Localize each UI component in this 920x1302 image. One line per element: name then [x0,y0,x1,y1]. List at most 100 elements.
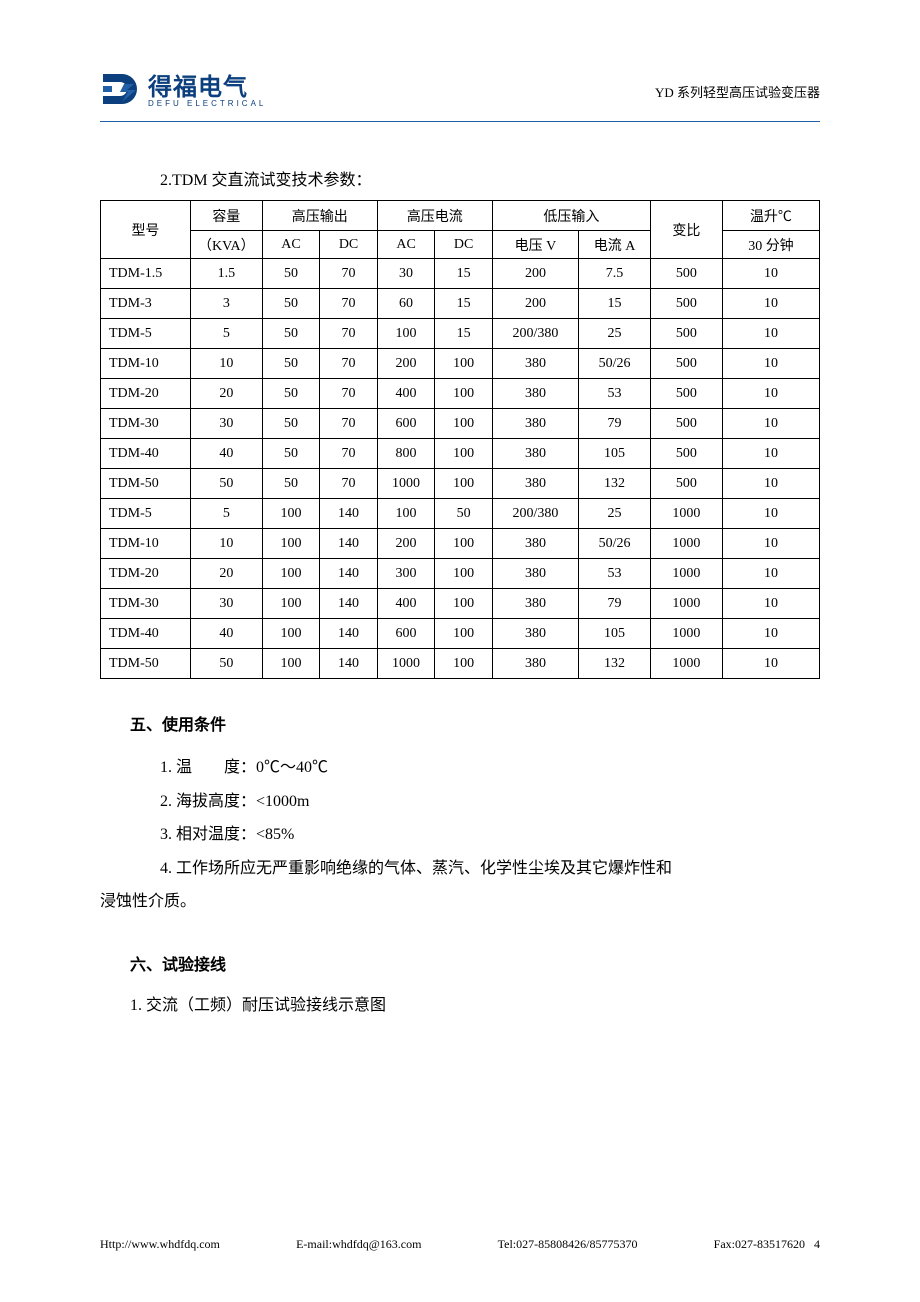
table-cell: TDM-3 [101,289,191,319]
table-cell: TDM-30 [101,589,191,619]
table-cell: 30 [190,409,262,439]
table-cell: 300 [377,559,435,589]
table-cell: 10 [722,649,819,679]
th-capacity: 容量 [190,201,262,231]
table-cell: 3 [190,289,262,319]
table-cell: 10 [190,349,262,379]
table-cell: 10 [722,469,819,499]
table-cell: 25 [579,499,651,529]
table-cell: 200 [377,349,435,379]
table-cell: 100 [377,499,435,529]
table-cell: 140 [320,559,378,589]
cond-item: 1. 温 度：0℃～40℃ [160,751,820,785]
table-cell: 100 [435,529,493,559]
table-cell: 40 [190,439,262,469]
th-hv-cur: 高压电流 [377,201,492,231]
table-cell: 500 [650,259,722,289]
table-cell: 1000 [650,589,722,619]
table-cell: 70 [320,439,378,469]
logo-icon [100,72,140,111]
table-cell: 15 [435,319,493,349]
footer-fax: Fax:027-83517620 [714,1237,805,1251]
table-cell: 1000 [650,529,722,559]
table-cell: 500 [650,409,722,439]
table-cell: 380 [492,559,578,589]
th-hv-out: 高压输出 [262,201,377,231]
table-cell: 53 [579,379,651,409]
table-cell: TDM-10 [101,529,191,559]
table-cell: 1000 [650,649,722,679]
table-cell: 132 [579,649,651,679]
table-cell: 200/380 [492,319,578,349]
table-row: TDM-1010507020010038050/2650010 [101,349,820,379]
table-cell: 1000 [377,649,435,679]
table-cell: 105 [579,439,651,469]
table-cell: 1000 [377,469,435,499]
table-cell: 100 [435,589,493,619]
table-cell: TDM-40 [101,619,191,649]
table-cell: 100 [435,619,493,649]
table-cell: 100 [435,439,493,469]
table-cell: 140 [320,589,378,619]
th-lv-cur: 电流 A [579,231,651,259]
table-row: TDM-1.51.5507030152007.550010 [101,259,820,289]
table-cell: 30 [190,589,262,619]
table-cell: 50 [262,349,320,379]
th-hv-cur-dc: DC [435,231,493,259]
th-hv-cur-ac: AC [377,231,435,259]
footer-page: 4 [814,1237,820,1251]
table-cell: 40 [190,619,262,649]
table-cell: TDM-5 [101,319,191,349]
table-cell: 50/26 [579,529,651,559]
table-cell: 70 [320,469,378,499]
table-cell: 79 [579,589,651,619]
table-row: TDM-33507060152001550010 [101,289,820,319]
table-cell: 10 [722,559,819,589]
table-cell: 10 [722,319,819,349]
table-cell: 1.5 [190,259,262,289]
table-cell: 380 [492,619,578,649]
table-cell: 380 [492,409,578,439]
table-cell: 200 [492,289,578,319]
table-cell: 50 [262,439,320,469]
table-cell: 200 [377,529,435,559]
th-temp-sub: 30 分钟 [722,231,819,259]
table-cell: 380 [492,379,578,409]
table-cell: 100 [435,349,493,379]
table-row: TDM-55507010015200/3802550010 [101,319,820,349]
table-row: TDM-202010014030010038053100010 [101,559,820,589]
section6-sub: 1. 交流（工频）耐压试验接线示意图 [130,991,820,1015]
th-lv-volt: 电压 V [492,231,578,259]
table-cell: 70 [320,349,378,379]
table-cell: 100 [262,559,320,589]
table-cell: 10 [722,349,819,379]
table-cell: 50 [262,469,320,499]
logo-name: 得福电气 [148,75,266,100]
table-cell: TDM-50 [101,649,191,679]
footer-tel: Tel:027-85808426/85775370 [498,1237,638,1252]
table-row: TDM-4040100140600100380105100010 [101,619,820,649]
table-cell: 30 [377,259,435,289]
table-row: TDM-202050704001003805350010 [101,379,820,409]
table-cell: 50/26 [579,349,651,379]
table-cell: 50 [262,259,320,289]
table-cell: 500 [650,469,722,499]
table-cell: 50 [190,649,262,679]
section6-heading: 六、试验接线 [130,951,820,975]
th-hv-out-ac: AC [262,231,320,259]
table-cell: 70 [320,409,378,439]
doc-title: YD 系列轻型高压试验变压器 [655,82,820,101]
table-cell: 5 [190,319,262,349]
logo-block: 得福电气 DEFU ELECTRICAL [100,72,266,111]
table-cell: 20 [190,379,262,409]
th-temp: 温升℃ [722,201,819,231]
page-footer: Http://www.whdfdq.com E-mail:whdfdq@163.… [100,1237,820,1252]
table-cell: 50 [190,469,262,499]
table-cell: 140 [320,619,378,649]
table-cell: 70 [320,289,378,319]
table-cell: 140 [320,649,378,679]
table-cell: 400 [377,589,435,619]
table-row: TDM-303050706001003807950010 [101,409,820,439]
table-cell: 100 [262,619,320,649]
table-cell: 15 [435,259,493,289]
